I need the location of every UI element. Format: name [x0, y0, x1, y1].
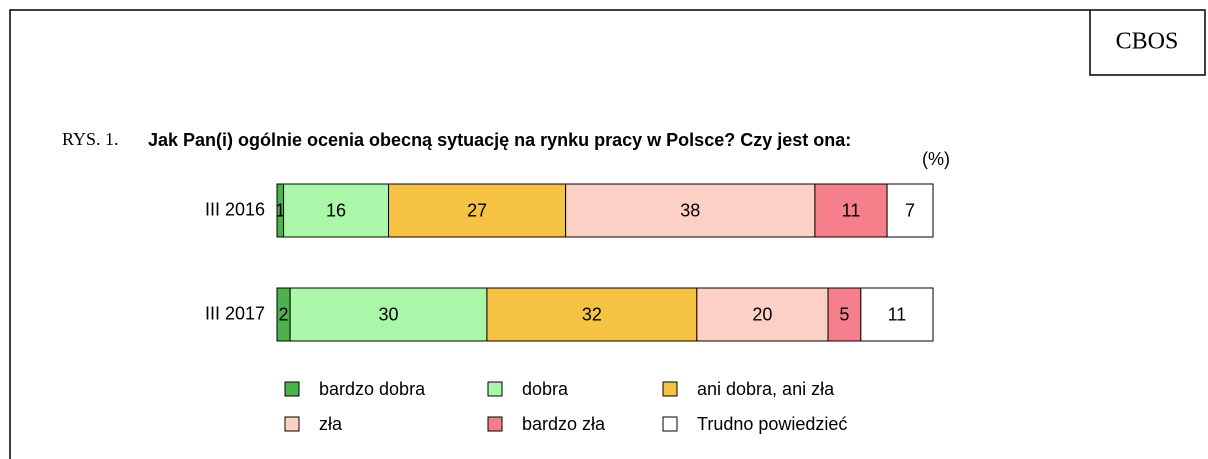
- value-label: 7: [905, 200, 915, 220]
- legend-label: ani dobra, ani zła: [697, 379, 835, 399]
- legend-swatch: [662, 416, 678, 432]
- value-label: 1: [275, 200, 285, 220]
- legend-label: bardzo zła: [522, 414, 606, 434]
- bar-segment: [289, 287, 488, 342]
- unit: (%): [922, 149, 950, 169]
- bar-segment: [886, 183, 934, 238]
- value-label: 11: [842, 200, 861, 220]
- badge: CBOS: [1116, 29, 1179, 55]
- bar-segment: [696, 287, 829, 342]
- bar-segment: [388, 183, 567, 238]
- value-label: 20: [752, 304, 772, 324]
- value-label: 27: [467, 200, 487, 220]
- frame: [9, 9, 1206, 459]
- y-tick-label: III 2016: [205, 199, 265, 219]
- value-label: 2: [279, 304, 289, 324]
- bar-segment: [486, 287, 698, 342]
- value-label: 30: [379, 304, 399, 324]
- legend-swatch: [284, 381, 300, 397]
- value-label: 38: [680, 200, 700, 220]
- legend-label: dobra: [522, 379, 569, 399]
- value-label: 32: [582, 304, 602, 324]
- legend-label: Trudno powiedzieć: [697, 414, 847, 434]
- value-label: 11: [888, 304, 907, 324]
- legend-swatch: [284, 416, 300, 432]
- bar-segment: [565, 183, 816, 238]
- chart-title: Jak Pan(i) ogólnie ocenia obecną sytuacj…: [148, 130, 851, 150]
- bar-segment: [283, 183, 390, 238]
- y-tick-label: III 2017: [205, 303, 265, 323]
- legend-label: zła: [319, 414, 343, 434]
- bar-segment: [814, 183, 888, 238]
- legend-label: bardzo dobra: [319, 379, 426, 399]
- legend-swatch: [662, 381, 678, 397]
- legend-swatch: [487, 416, 503, 432]
- legend-swatch: [487, 381, 503, 397]
- value-label: 5: [839, 304, 849, 324]
- value-label: 16: [326, 200, 346, 220]
- bar-segment: [860, 287, 934, 342]
- bar-segment: [827, 287, 862, 342]
- figure-label: RYS. 1.: [62, 129, 119, 149]
